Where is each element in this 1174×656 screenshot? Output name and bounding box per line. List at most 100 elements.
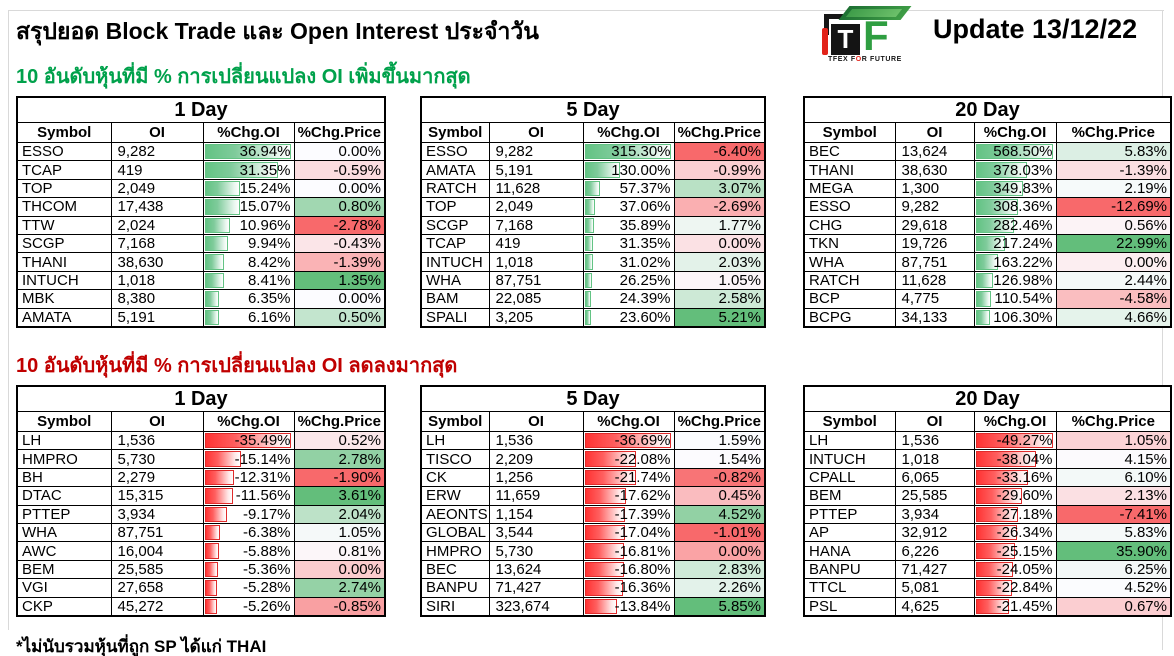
oi-cell: 1,536 [110, 430, 204, 451]
symbol-cell: CPALL [803, 467, 896, 488]
oi-change-data-bar [584, 235, 594, 252]
chg-oi-value: 126.98% [993, 271, 1053, 289]
chg-price-cell: -0.99% [673, 160, 766, 180]
chg-price-cell: 3.07% [673, 178, 766, 199]
chg-price-cell: -0.43% [293, 233, 386, 254]
chg-oi-cell: 15.07% [202, 197, 295, 217]
oi-cell: 1,018 [488, 252, 584, 272]
chg-oi-value: 8.41% [247, 271, 291, 289]
chg-oi-cell: 35.89% [582, 215, 675, 235]
oi-cell: 15,315 [110, 486, 204, 506]
oi-change-data-bar [584, 162, 621, 178]
chg-price-cell: 0.00% [293, 559, 386, 580]
chg-oi-value: -16.36% [614, 579, 671, 597]
oi-cell: 9,282 [894, 197, 975, 217]
chg-price-cell: 2.58% [673, 289, 766, 309]
chg-oi-cell: 24.39% [582, 289, 675, 309]
chg-oi-value: -6.38% [242, 524, 291, 542]
symbol-cell: AWC [16, 541, 112, 561]
table-row: PSL 4,625 -21.45% 0.67% [803, 596, 1172, 617]
table-row: LH 1,536 -49.27% 1.05% [803, 430, 1172, 451]
oi-cell: 38,630 [110, 252, 204, 272]
table-row: AP 32,912 -26.34% 5.83% [803, 522, 1172, 543]
chg-oi-value: -25.15% [996, 542, 1053, 560]
chg-price-cell: 0.52% [293, 430, 386, 451]
chg-oi-cell: 8.42% [202, 252, 295, 272]
symbol-cell: LH [16, 430, 112, 451]
symbol-cell: PTTEP [16, 504, 112, 524]
chg-oi-cell: -15.14% [202, 449, 295, 469]
oi-change-data-bar [975, 199, 1018, 215]
table-row: TTCL 5,081 -22.84% 4.52% [803, 578, 1172, 598]
symbol-cell: ESSO [420, 141, 490, 162]
oi-change-data-bar [584, 561, 625, 578]
table-row: BCPG 34,133 106.30% 4.66% [803, 307, 1172, 328]
period-title: 5 Day [420, 96, 766, 123]
chg-oi-cell: -24.05% [973, 559, 1057, 580]
symbol-cell: TTCL [803, 578, 896, 598]
chg-price-cell: 0.80% [293, 197, 386, 217]
oi-change-data-bar [584, 272, 592, 289]
chg-oi-cell: 57.37% [582, 178, 675, 199]
chg-oi-value: -38.04% [996, 450, 1053, 468]
oi-change-data-bar [204, 543, 219, 559]
chg-oi-value: 10.96% [239, 216, 291, 234]
chg-oi-value: 31.35% [619, 235, 671, 253]
table-row: ERW 11,659 -17.62% 0.45% [420, 486, 766, 506]
chg-oi-value: -9.17% [242, 505, 291, 523]
chg-oi-value: 15.24% [239, 179, 291, 197]
chg-oi-cell: 282.46% [973, 215, 1057, 235]
table-row: TOP 2,049 15.24% 0.00% [16, 178, 386, 199]
chg-price-cell: 4.15% [1055, 449, 1172, 469]
oi-change-data-bar [584, 144, 671, 160]
chg-price-cell: 22.99% [1055, 233, 1172, 254]
oi-cell: 4,775 [894, 289, 975, 309]
oi-change-data-bar [584, 254, 593, 270]
chg-oi-cell: -26.34% [973, 522, 1057, 543]
chg-oi-value: 568.50% [993, 143, 1053, 161]
table-row: MBK 8,380 6.35% 0.00% [16, 289, 386, 309]
chg-oi-value: 106.30% [993, 308, 1053, 326]
symbol-cell: SPALI [420, 307, 490, 328]
increase-tables-row: 1 Day Symbol OI %Chg.OI %Chg.Price ESSO 9,282 3… [0, 96, 1174, 337]
chg-price-cell: 2.78% [293, 449, 386, 469]
chg-oi-value: 378.03% [993, 161, 1053, 179]
table-row: BEM 25,585 -29.60% 2.13% [803, 486, 1172, 506]
chg-oi-cell: 126.98% [973, 270, 1057, 291]
chg-oi-cell: -16.36% [582, 578, 675, 598]
column-header: %Chg.OI [202, 411, 295, 432]
chg-oi-cell: 308.36% [973, 197, 1057, 217]
chg-price-cell: 0.81% [293, 541, 386, 561]
chg-oi-cell: 31.35% [202, 160, 295, 180]
header-row: Symbol OI %Chg.OI %Chg.Price [420, 411, 766, 432]
chg-price-cell: 4.52% [673, 504, 766, 524]
symbol-cell: PTTEP [803, 504, 896, 524]
oi-change-data-bar [975, 469, 1028, 486]
chg-oi-value: 6.16% [247, 308, 291, 326]
chg-oi-value: 217.24% [993, 235, 1053, 253]
oi-cell: 34,133 [894, 307, 975, 328]
chg-price-cell: 2.74% [293, 578, 386, 598]
oi-cell: 71,427 [488, 578, 584, 598]
oi-cell: 2,279 [110, 467, 204, 488]
chg-oi-value: 130.00% [611, 161, 671, 179]
table-row: AMATA 5,191 6.16% 0.50% [16, 307, 386, 328]
symbol-cell: BEC [803, 141, 896, 162]
table-row: THANI 38,630 8.42% -1.39% [16, 252, 386, 272]
chg-oi-cell: -36.69% [582, 430, 675, 451]
table-row: SIRI 323,674 -13.84% 5.85% [420, 596, 766, 617]
chg-oi-cell: -17.04% [582, 522, 675, 543]
period-title: 1 Day [16, 385, 386, 412]
column-header: OI [488, 122, 584, 143]
chg-price-cell: 5.83% [1055, 141, 1172, 162]
table-row: MEGA 1,300 349.83% 2.19% [803, 178, 1172, 199]
footnote: *ไม่นับรวมหุ้นที่ถูก SP ได้แก่ THAI [16, 637, 267, 656]
oi-cell: 3,205 [488, 307, 584, 328]
column-header: %Chg.Price [293, 411, 386, 432]
chg-price-cell: 0.00% [293, 141, 386, 162]
table-row: PTTEP 3,934 -9.17% 2.04% [16, 504, 386, 524]
oi-change-data-bar [204, 235, 228, 252]
oi-cell: 5,081 [894, 578, 975, 598]
symbol-cell: SCGP [16, 233, 112, 254]
chg-oi-value: 9.94% [247, 235, 291, 253]
